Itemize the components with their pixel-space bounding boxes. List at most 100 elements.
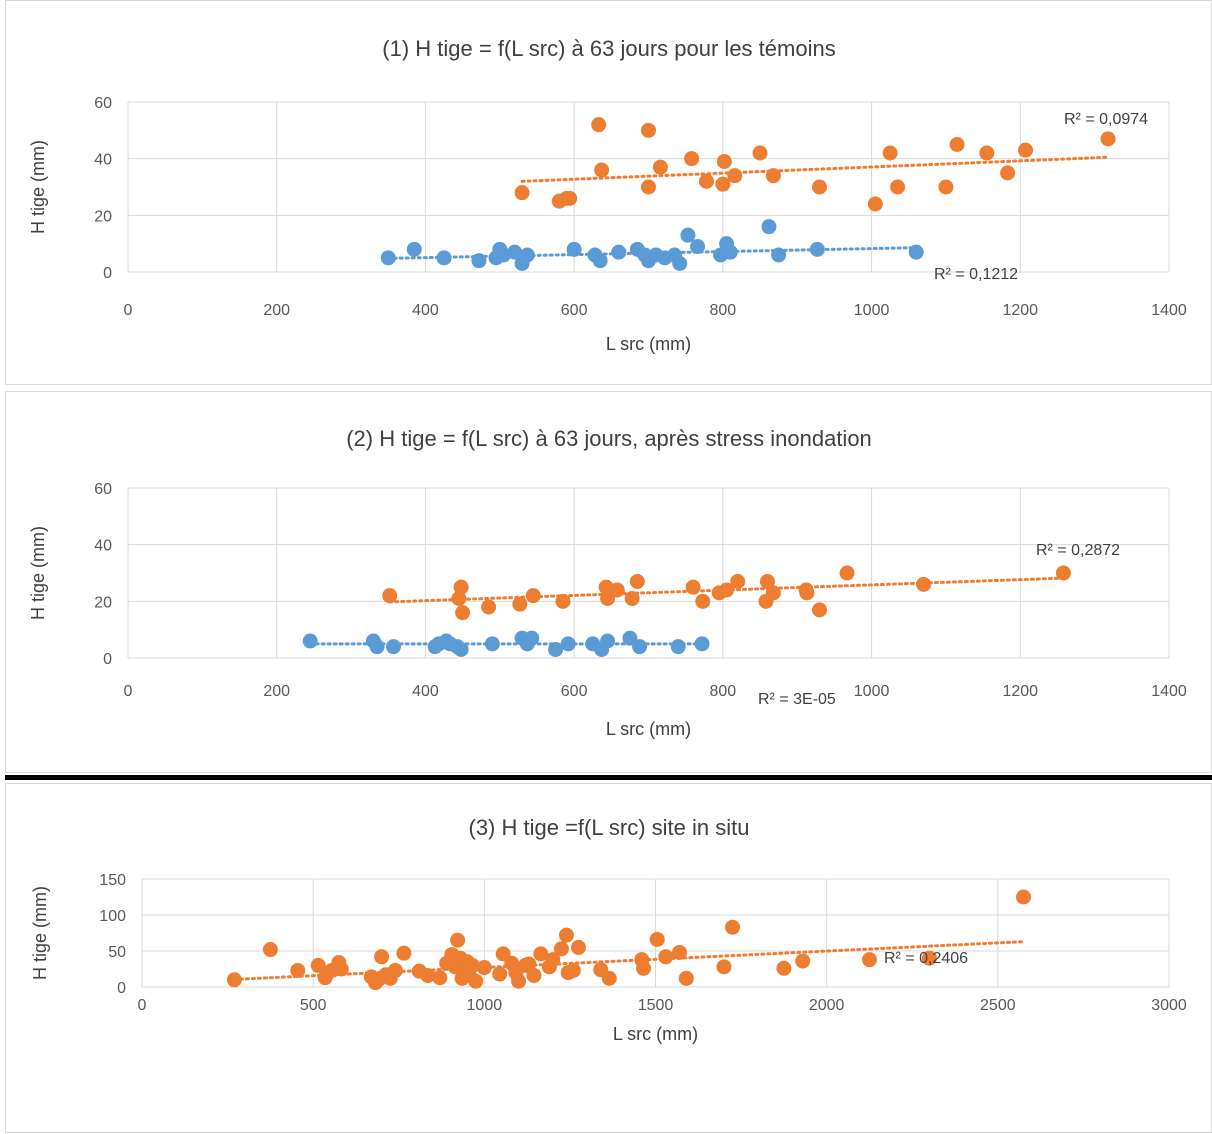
x-axis-label: L src (mm) <box>613 1024 698 1044</box>
data-point-series-1 <box>468 973 484 989</box>
y-axis-label: H tige (mm) <box>28 140 48 234</box>
x-tick-label: 1200 <box>1002 302 1038 319</box>
data-point-series-1 <box>226 972 242 988</box>
data-point-series-1 <box>601 970 617 986</box>
trendline-series-2 <box>520 155 1110 183</box>
x-tick-label: 1400 <box>1151 302 1187 319</box>
chart-title: (3) H tige =f(L src) site in situ <box>469 815 750 840</box>
data-point-series-2 <box>695 593 711 609</box>
x-axis-label: L src (mm) <box>606 719 691 739</box>
y-axis-label: H tige (mm) <box>28 526 48 620</box>
data-point-series-1 <box>570 939 586 955</box>
x-tick-label: 400 <box>412 302 439 319</box>
data-point-series-2 <box>890 179 906 195</box>
data-point-series-2 <box>715 176 731 192</box>
data-point-series-1 <box>521 956 537 972</box>
y-tick-label: 0 <box>117 980 126 997</box>
data-point-series-1 <box>600 633 616 649</box>
data-point-series-2 <box>525 588 541 604</box>
data-point-series-1 <box>649 931 665 947</box>
data-point-series-2 <box>1017 142 1033 158</box>
data-point-series-1 <box>511 973 527 989</box>
x-tick-label: 200 <box>263 683 290 700</box>
data-point-series-2 <box>600 591 616 606</box>
data-point-series-1 <box>396 945 412 961</box>
x-tick-label: 800 <box>710 683 737 700</box>
x-tick-label: 3000 <box>1151 997 1187 1014</box>
data-point-series-1 <box>622 630 638 646</box>
y-tick-label: 20 <box>94 594 112 611</box>
data-point-series-2 <box>641 179 656 195</box>
data-point-series-2 <box>1000 165 1016 181</box>
chart-svg-1: (1) H tige = f(L src) à 63 jours pour le… <box>28 36 1187 354</box>
chart-panel-2: (2) H tige = f(L src) à 63 jours, après … <box>5 391 1212 773</box>
x-tick-label: 1000 <box>854 683 890 700</box>
data-point-series-1 <box>533 946 549 962</box>
data-point-series-1 <box>678 970 694 986</box>
data-point-series-1 <box>453 642 469 657</box>
x-tick-label: 1200 <box>1002 683 1038 700</box>
data-point-series-2 <box>716 154 732 169</box>
x-tick-label: 200 <box>263 302 290 319</box>
r-squared-label: R² = 0,2872 <box>1036 542 1120 559</box>
x-tick-label: 0 <box>138 997 147 1014</box>
data-point-series-2 <box>629 574 645 589</box>
data-point-series-2 <box>1055 565 1071 581</box>
y-tick-label: 20 <box>94 208 112 225</box>
data-point-series-1 <box>690 239 706 254</box>
data-point-series-1 <box>380 250 396 266</box>
chart-panel-3: (3) H tige =f(L src) site in situ 0 50 100 1… <box>5 783 1212 1133</box>
separator-line <box>5 775 1212 780</box>
data-point-series-1 <box>672 256 688 271</box>
data-point-series-2 <box>591 117 607 133</box>
data-point-series-2 <box>759 574 775 589</box>
data-point-series-2 <box>949 137 965 152</box>
data-point-series-1 <box>611 244 627 260</box>
y-tick-label: 0 <box>103 265 112 282</box>
chart-panel-1: (1) H tige = f(L src) à 63 jours pour le… <box>5 0 1212 385</box>
data-point-series-2 <box>624 591 640 606</box>
data-point-series-1 <box>861 952 877 968</box>
data-point-series-1 <box>722 244 738 260</box>
data-point-series-1 <box>548 642 564 657</box>
data-point-series-2 <box>455 605 471 621</box>
data-point-series-1 <box>262 942 278 958</box>
x-tick-label: 1000 <box>854 302 890 319</box>
x-tick-label: 400 <box>412 683 439 700</box>
data-point-series-1 <box>519 247 535 263</box>
data-point-series-1 <box>592 253 608 269</box>
data-point-series-1 <box>809 241 825 257</box>
x-tick-label: 2500 <box>980 997 1016 1014</box>
data-point-series-2 <box>562 190 578 206</box>
x-tick-label: 600 <box>561 683 588 700</box>
data-point-series-2 <box>453 579 469 595</box>
x-tick-label: 500 <box>300 997 327 1014</box>
data-point-series-2 <box>727 168 743 184</box>
data-point-series-1 <box>432 970 448 986</box>
data-point-series-1 <box>565 962 581 978</box>
data-point-series-1 <box>476 960 492 976</box>
x-tick-label: 1000 <box>467 997 503 1014</box>
data-point-series-1 <box>558 927 574 943</box>
data-point-series-2 <box>652 159 668 175</box>
x-tick-label: 0 <box>124 683 133 700</box>
data-point-series-2 <box>514 185 530 201</box>
data-point-series-2 <box>882 145 898 161</box>
data-point-series-1 <box>795 953 811 969</box>
data-point-series-2 <box>979 145 995 161</box>
r-squared-label: R² = 3E-05 <box>758 691 836 708</box>
r-squared-label: R² = 0,0974 <box>1064 111 1148 128</box>
data-point-series-1 <box>671 944 687 960</box>
y-tick-label: 40 <box>94 538 112 555</box>
data-point-series-1 <box>369 639 385 655</box>
chart-svg-3: (3) H tige =f(L src) site in situ 0 50 100 1… <box>30 815 1187 1044</box>
data-point-series-2 <box>382 588 398 604</box>
x-axis-label: L src (mm) <box>606 334 691 354</box>
x-tick-label: 600 <box>561 302 588 319</box>
x-tick-label: 1500 <box>638 997 674 1014</box>
data-point-series-2 <box>839 565 855 581</box>
y-tick-label: 40 <box>94 152 112 169</box>
data-point-series-1 <box>670 639 686 655</box>
chart-svg-2: (2) H tige = f(L src) à 63 jours, après … <box>28 426 1187 739</box>
data-point-series-1 <box>310 957 326 973</box>
